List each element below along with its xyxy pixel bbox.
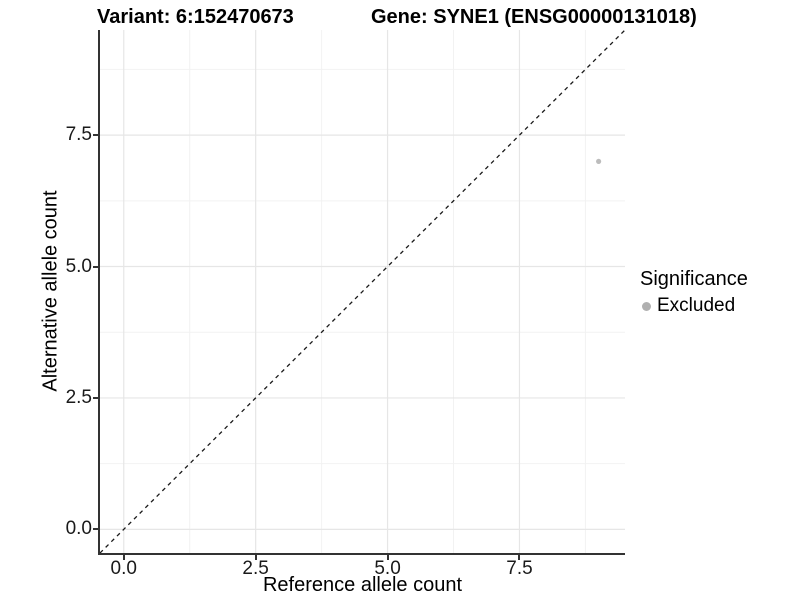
y-tick-mark [93,265,98,268]
y-tick-mark [93,396,98,399]
legend-key-dot-icon [642,301,651,311]
y-tick-label: 5.0 [65,255,92,277]
y-axis-title: Alternative allele count [39,190,62,392]
legend-item-label: Excluded [657,295,736,316]
y-tick-label: 2.5 [65,386,92,408]
x-axis-title: Reference allele count [262,574,462,596]
y-tick-mark [93,134,98,137]
y-tick-label: 7.5 [65,124,92,146]
x-tick-label: 7.5 [506,558,533,579]
x-tick-label: 0.0 [110,558,137,579]
x-tick-mark [386,555,389,560]
legend-title: Significance [640,268,748,290]
data-point [596,158,602,165]
plot-panel [98,30,625,555]
legend-item-excluded: Excluded [640,295,748,317]
y-tick-mark [93,528,98,531]
x-tick-mark [122,555,125,560]
x-tick-mark [254,555,257,560]
x-tick-label: 5.0 [374,558,401,579]
plot-title-gene: Gene: SYNE1 (ENSG00000131018) [371,6,697,28]
legend: Significance Excluded [640,268,748,317]
identity-line [100,30,625,553]
x-tick-mark [518,555,521,560]
plot-title-variant: Variant: 6:152470673 [97,6,294,28]
y-tick-label: 0.0 [65,518,92,540]
x-tick-label: 2.5 [242,558,269,579]
plot-panel-canvas [100,30,625,553]
